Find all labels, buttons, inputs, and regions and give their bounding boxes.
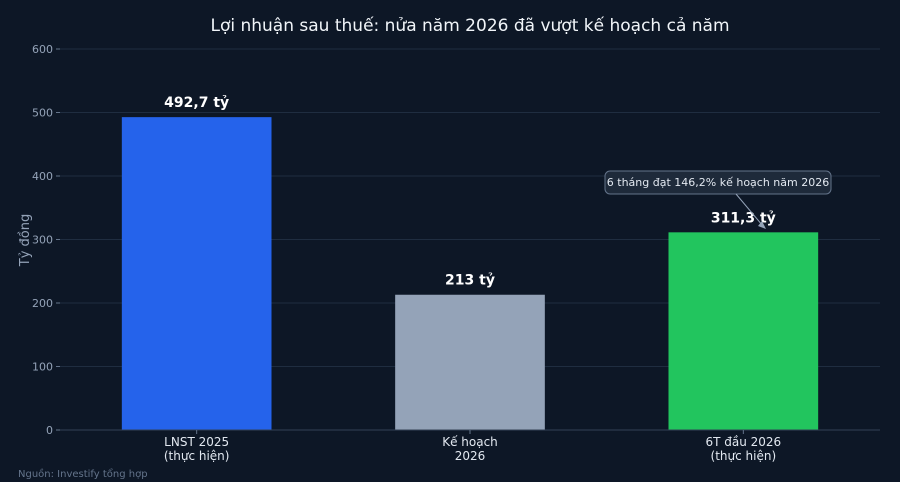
bar — [668, 232, 819, 430]
y-tick-label: 200 — [32, 297, 53, 310]
x-tick-label: LNST 2025 — [164, 435, 229, 449]
annotation-box — [604, 170, 832, 195]
annotation: 6 tháng đạt 146,2% kế hoạch năm 2026 — [604, 170, 832, 229]
y-tick-label: 600 — [32, 43, 53, 56]
y-tick-label: 300 — [32, 234, 53, 247]
source-note: Nguồn: Investify tổng hợp — [18, 467, 148, 480]
y-tick-label: 100 — [32, 361, 53, 374]
x-tick-label: Kế hoạch — [442, 435, 498, 449]
bar-value-label: 492,7 tỷ — [164, 95, 229, 111]
y-tick-label: 0 — [46, 424, 53, 437]
bars: 492,7 tỷ 213 tỷ 311,3 tỷ — [121, 95, 819, 430]
y-axis: 0 100 200 300 400 500 600 — [32, 43, 60, 437]
x-tick-label: (thực hiện) — [711, 449, 777, 463]
chart-title: Lợi nhuận sau thuế: nửa năm 2026 đã vượt… — [210, 15, 729, 36]
bar — [395, 294, 545, 430]
annotation-text: 6 tháng đạt 146,2% kế hoạch năm 2026 — [607, 176, 829, 189]
bar-value-label: 213 tỷ — [445, 273, 495, 289]
x-tick-label: 6T đầu 2026 — [705, 435, 781, 449]
annotation-arrow — [735, 193, 764, 227]
annotation-arrowhead — [758, 221, 766, 229]
y-tick-label: 500 — [32, 107, 53, 120]
bar-value-label: 311,3 tỷ — [711, 210, 776, 226]
x-tick-label: 2026 — [455, 449, 486, 463]
bar — [121, 117, 272, 430]
y-axis-title: Tỷ đồng — [18, 214, 33, 267]
x-tick-label: (thực hiện) — [164, 449, 230, 463]
y-tick-label: 400 — [32, 170, 53, 183]
